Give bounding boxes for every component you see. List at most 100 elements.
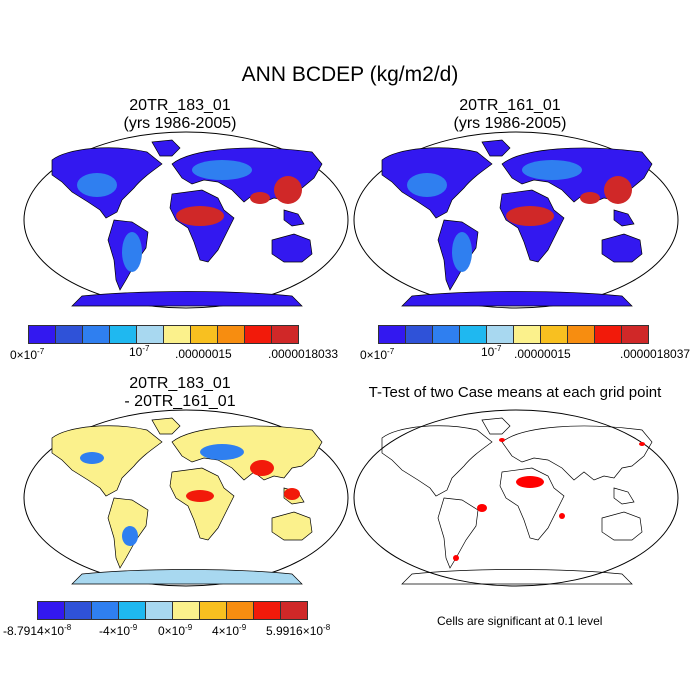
map-panel4 xyxy=(353,409,679,587)
region-africa-pos xyxy=(186,490,214,502)
region-seasia-pos xyxy=(284,488,300,500)
region-north-america-mid xyxy=(77,173,117,197)
colorbar-swatch xyxy=(145,601,173,620)
region-south-america-mid xyxy=(452,232,472,272)
colorbar-swatch xyxy=(567,325,595,344)
map-panel2 xyxy=(353,131,679,309)
continent-australia xyxy=(271,511,313,541)
ttest-note: Cells are significant at 0.1 level xyxy=(437,614,603,628)
continent-seasia xyxy=(283,209,305,227)
region-north-america-mid xyxy=(407,173,447,197)
region-europe-mid xyxy=(192,160,252,180)
panel3-title-line1: 20TR_183_01 xyxy=(129,375,231,392)
colorbar-swatch xyxy=(378,325,406,344)
cb1-tick-mid: 10-7 xyxy=(129,344,150,359)
continent-antarctica xyxy=(71,569,303,585)
sig-sa xyxy=(477,504,487,512)
map-panel3 xyxy=(23,409,349,587)
continent-antarctica xyxy=(401,291,633,307)
cb2-tick-min: 0×10-7 xyxy=(360,347,395,362)
map-panel1 xyxy=(23,131,349,309)
colorbar-swatch xyxy=(459,325,487,344)
colorbar-panel1 xyxy=(28,325,299,344)
colorbar-swatch xyxy=(91,601,119,620)
globe-outline xyxy=(353,409,679,587)
colorbar-swatch xyxy=(513,325,541,344)
region-europe-mid xyxy=(522,160,582,180)
colorbar-swatch xyxy=(271,325,299,344)
panel4-title: T-Test of two Case means at each grid po… xyxy=(345,384,685,402)
panel2-title: 20TR_161_01 (yrs 1986-2005) xyxy=(355,97,665,133)
colorbar-swatch xyxy=(199,601,227,620)
continent-australia xyxy=(601,511,643,541)
cb1-tick-min: 0×10-7 xyxy=(10,347,45,362)
continent-eurasia xyxy=(171,425,323,481)
colorbar-swatch xyxy=(540,325,568,344)
cb3-tick-3: 0×10-9 xyxy=(158,623,193,638)
cb2-tick-max: .0000018037 xyxy=(620,347,691,361)
panel1-title-line2: (yrs 1986-2005) xyxy=(123,115,237,132)
cb3-tick-5: 5.9916×10-8 xyxy=(266,623,331,638)
colorbar-swatch xyxy=(405,325,433,344)
cb2-tick-mid2: .00000015 xyxy=(514,347,571,361)
continent-na xyxy=(51,425,163,497)
continent-greenland xyxy=(481,139,511,157)
colorbar-swatch xyxy=(82,325,110,344)
sig-africa-south xyxy=(559,513,565,519)
region-east-asia-high xyxy=(274,176,302,204)
region-asia-pos xyxy=(250,460,274,476)
colorbar-swatch xyxy=(226,601,254,620)
continent-antarctica xyxy=(71,291,303,307)
colorbar-swatch xyxy=(253,601,281,620)
cb3-tick-2: -4×10-9 xyxy=(99,623,138,638)
panel2-title-line2: (yrs 1986-2005) xyxy=(453,115,567,132)
panel1-title: 20TR_183_01 (yrs 1986-2005) xyxy=(25,97,335,133)
cb1-tick-mid2: .00000015 xyxy=(175,347,232,361)
colorbar-swatch xyxy=(486,325,514,344)
cb3-tick-1: -8.7914×10-8 xyxy=(3,623,72,638)
region-europe-neg xyxy=(200,444,244,460)
colorbar-swatch xyxy=(280,601,308,620)
colorbar-swatch xyxy=(621,325,649,344)
colorbar-swatch xyxy=(244,325,272,344)
colorbar-panel3 xyxy=(37,601,308,620)
region-south-america-mid xyxy=(122,232,142,272)
continent-australia xyxy=(601,233,643,263)
continent-seasia xyxy=(613,209,635,227)
region-central-africa-high xyxy=(506,206,554,226)
main-title: ANN BCDEP (kg/m2/d) xyxy=(241,63,459,86)
continent-africa xyxy=(169,467,235,541)
colorbar-swatch xyxy=(594,325,622,344)
region-east-asia-high xyxy=(604,176,632,204)
panel4-title-line1: T-Test of two Case means at each grid po… xyxy=(368,384,662,401)
continent-greenland xyxy=(151,139,181,157)
cb3-tick-4: 4×10-9 xyxy=(212,623,247,638)
continent-africa xyxy=(499,467,565,541)
region-central-africa-high xyxy=(176,206,224,226)
cb2-tick-mid: 10-7 xyxy=(481,344,502,359)
colorbar-swatch xyxy=(163,325,191,344)
colorbar-swatch xyxy=(172,601,200,620)
colorbar-swatch xyxy=(432,325,460,344)
sig-greenland xyxy=(499,438,505,442)
colorbar-swatch xyxy=(217,325,245,344)
colorbar-swatch xyxy=(136,325,164,344)
continent-greenland xyxy=(151,417,181,435)
colorbar-swatch xyxy=(28,325,56,344)
colorbar-swatch xyxy=(109,325,137,344)
cb1-tick-max: .0000018033 xyxy=(268,347,339,361)
panel1-title-line1: 20TR_183_01 xyxy=(129,97,231,114)
continent-greenland xyxy=(481,417,511,435)
colorbar-swatch xyxy=(118,601,146,620)
sig-sahel xyxy=(516,476,544,488)
colorbar-swatch xyxy=(64,601,92,620)
sig-sa-south xyxy=(453,555,459,561)
continent-australia xyxy=(271,233,313,263)
region-sa-neg xyxy=(122,526,138,546)
colorbar-panel2 xyxy=(378,325,649,344)
region-south-asia-high xyxy=(580,192,600,204)
colorbar-swatch xyxy=(55,325,83,344)
sig-asia-ne xyxy=(639,442,645,446)
panel2-title-line1: 20TR_161_01 xyxy=(459,97,561,114)
panel3-title: 20TR_183_01 - 20TR_161_01 xyxy=(25,375,335,411)
